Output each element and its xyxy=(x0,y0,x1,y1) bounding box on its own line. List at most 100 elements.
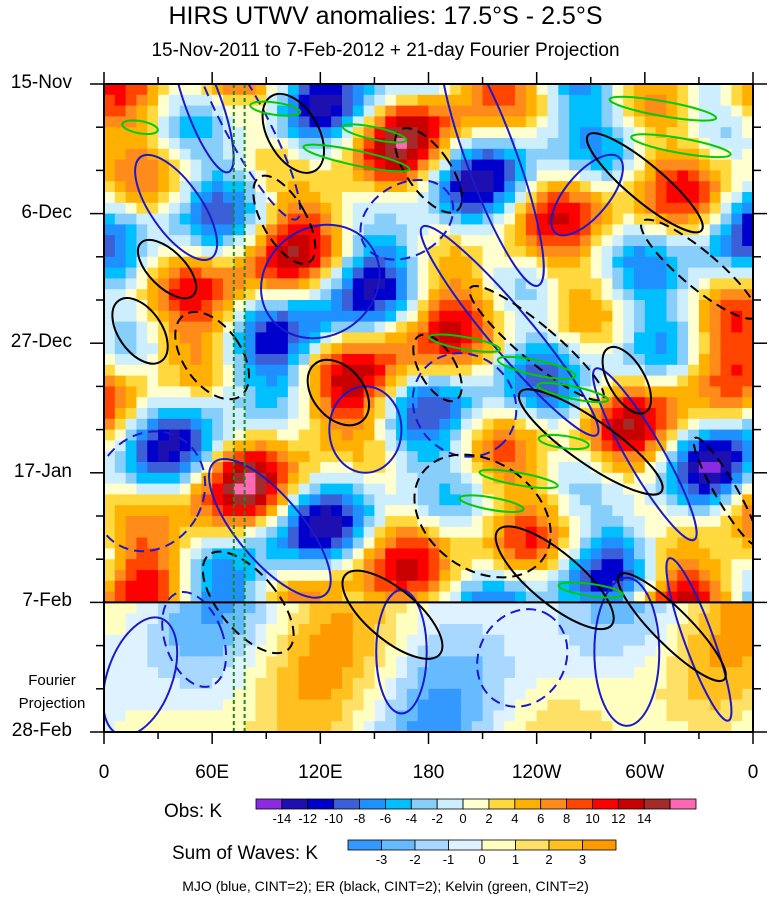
heat-cell xyxy=(266,192,278,204)
heat-cell xyxy=(688,451,700,463)
heat-cell xyxy=(320,570,332,582)
heat-cell xyxy=(515,202,527,215)
heat-cell xyxy=(709,148,722,161)
heat-cell xyxy=(742,310,753,323)
heat-cell xyxy=(125,332,138,344)
heat-cell xyxy=(450,634,462,647)
heat-cell xyxy=(244,386,257,398)
heat-cell xyxy=(428,516,440,528)
heat-cell xyxy=(396,84,408,96)
heat-cell xyxy=(623,224,635,236)
heat-cell xyxy=(320,278,332,290)
heat-cell xyxy=(147,278,159,290)
heat-cell xyxy=(677,602,689,614)
heat-cell xyxy=(287,559,300,571)
heat-cell xyxy=(515,354,527,366)
heat-cell xyxy=(525,462,538,474)
heat-cell xyxy=(482,688,494,701)
heat-cell xyxy=(590,408,603,420)
heat-cell xyxy=(266,688,278,701)
heat-cell xyxy=(569,364,581,377)
obs-colorbar-swatch xyxy=(255,798,283,810)
heat-cell xyxy=(331,483,343,495)
heat-cell xyxy=(482,483,494,495)
heat-cell xyxy=(125,494,138,506)
heat-cell xyxy=(277,548,289,560)
heat-cell xyxy=(406,624,419,636)
heat-cell xyxy=(536,289,549,301)
obs-colorbar-swatch xyxy=(436,798,464,810)
heat-cell xyxy=(634,224,646,236)
heat-cell xyxy=(363,451,376,463)
heat-cell xyxy=(601,548,613,560)
heat-cell xyxy=(655,429,668,441)
heat-cell xyxy=(525,440,538,452)
heat-cell xyxy=(309,84,321,96)
heat-cell xyxy=(677,127,689,139)
heat-cell xyxy=(439,613,451,625)
heat-cell xyxy=(341,300,354,312)
heat-cell xyxy=(363,332,376,344)
heat-cell xyxy=(125,170,138,182)
waves-colorbar-label: -1 xyxy=(442,852,455,867)
heat-cell xyxy=(179,537,192,549)
heat-cell xyxy=(525,267,538,279)
heat-cell xyxy=(590,105,603,117)
heat-cell xyxy=(688,483,700,495)
heat-cell xyxy=(406,289,419,301)
heat-cell xyxy=(482,354,494,366)
heat-cell xyxy=(136,440,148,452)
heat-cell xyxy=(428,127,440,139)
heat-cell xyxy=(547,127,559,139)
heat-cell xyxy=(125,537,138,549)
heat-cell xyxy=(212,246,224,258)
heat-cell xyxy=(634,397,646,409)
heat-cell xyxy=(147,613,159,625)
heat-cell xyxy=(460,310,473,323)
heat-cell xyxy=(504,721,516,732)
heat-cell xyxy=(666,246,678,258)
heat-cell xyxy=(417,256,430,269)
heat-cell xyxy=(320,224,332,236)
heat-cell xyxy=(569,483,581,495)
heat-cell xyxy=(601,699,613,711)
heat-cell xyxy=(179,289,192,301)
obs-colorbar-swatch xyxy=(540,798,567,810)
heat-cell xyxy=(493,548,505,560)
heat-cell xyxy=(666,105,678,117)
heat-cell xyxy=(341,634,354,647)
heat-cell xyxy=(742,688,753,701)
er-contour xyxy=(252,174,317,265)
heat-cell xyxy=(277,289,289,301)
heat-cell xyxy=(385,375,397,387)
heat-cell xyxy=(222,580,235,593)
heat-cell xyxy=(298,94,311,107)
heat-cell xyxy=(493,721,505,732)
heat-cell xyxy=(493,267,505,279)
heat-cell xyxy=(363,699,376,711)
heat-cell xyxy=(698,494,711,506)
heat-cell xyxy=(136,505,148,517)
heat-cell xyxy=(493,516,505,528)
heat-cell xyxy=(190,613,202,625)
heat-cell xyxy=(515,148,527,161)
heat-cell xyxy=(363,418,376,431)
heat-cell xyxy=(233,451,246,463)
heat-cell xyxy=(428,364,440,377)
heat-cell xyxy=(266,300,278,312)
heat-cell xyxy=(579,537,592,549)
heat-cell xyxy=(222,181,235,193)
heat-cell xyxy=(406,300,419,312)
heat-cell xyxy=(363,710,376,722)
heat-cell xyxy=(731,505,743,517)
heat-cell xyxy=(222,267,235,279)
heat-cell xyxy=(515,105,527,117)
heat-cell xyxy=(417,699,430,711)
heat-cell xyxy=(515,408,527,420)
heat-cell xyxy=(590,364,603,377)
heat-cell xyxy=(266,613,278,625)
heat-cell xyxy=(536,710,549,722)
heat-cell xyxy=(158,364,170,377)
heat-cell xyxy=(212,289,224,301)
heat-cell xyxy=(720,699,732,711)
